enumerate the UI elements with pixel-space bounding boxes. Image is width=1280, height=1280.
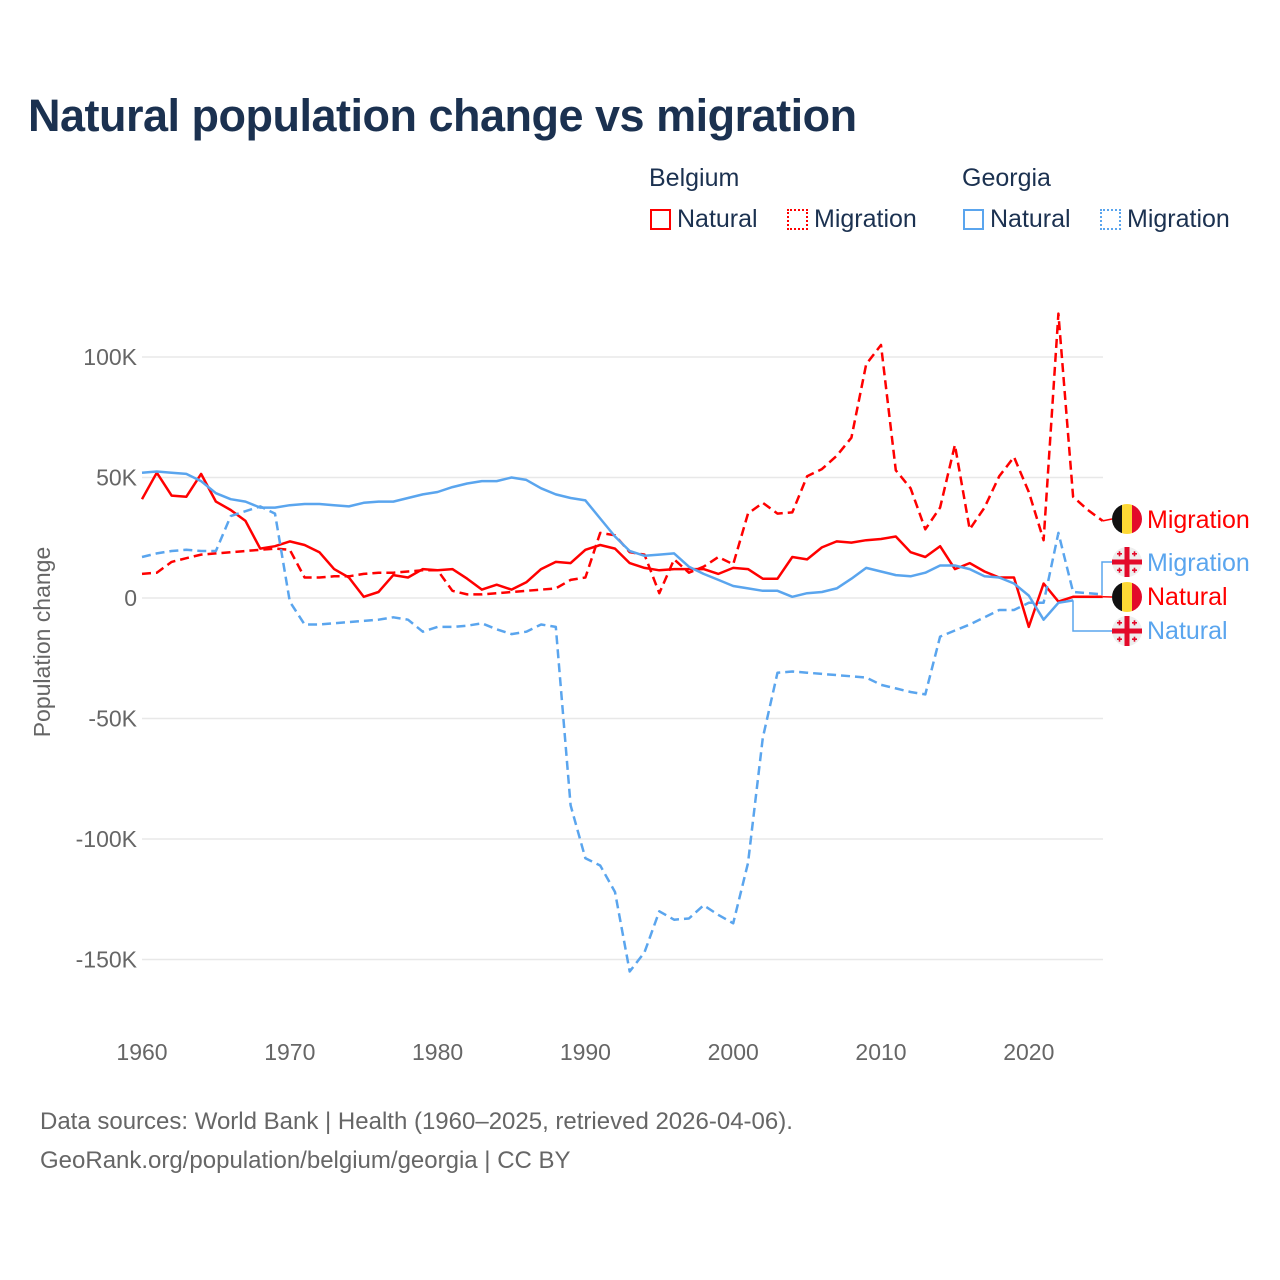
- y-tick-label: -50K: [88, 706, 137, 732]
- x-tick-label: 2010: [855, 1039, 906, 1065]
- y-tick-label: -150K: [76, 947, 138, 973]
- y-tick-label: -100K: [76, 826, 138, 852]
- connector-belgium-migration: [1102, 518, 1113, 522]
- legend-label: Natural: [990, 205, 1071, 233]
- end-label-georgia-migration: Migration: [1147, 549, 1250, 577]
- dotted-line-swatch-icon: [787, 209, 808, 230]
- end-label-belgium-natural: Natural: [1147, 583, 1228, 611]
- solid-line-swatch-icon: [650, 209, 671, 230]
- y-axis-label: Population change: [29, 547, 55, 738]
- y-tick-label: 50K: [96, 465, 138, 491]
- connector-georgia-migration: [1101, 561, 1112, 596]
- footer-attribution[interactable]: GeoRank.org/population/belgium/georgia |…: [40, 1147, 571, 1174]
- x-tick-label: 2000: [708, 1039, 759, 1065]
- legend-group-georgia: Georgia: [962, 164, 1051, 192]
- legend-georgia-natural[interactable]: Natural: [963, 205, 1071, 234]
- legend-label: Natural: [677, 205, 758, 233]
- legend-group-belgium: Belgium: [649, 164, 740, 192]
- series-line-georgia-migration: [141, 505, 1103, 973]
- series-line-georgia-natural: [141, 470, 1074, 621]
- chart-title: Natural population change vs migration: [28, 90, 857, 141]
- connector-georgia-natural: [1072, 599, 1112, 632]
- x-tick-label: 1980: [412, 1039, 463, 1065]
- legend-label: Migration: [1127, 205, 1230, 233]
- flag-belgium-icon: [1112, 504, 1142, 534]
- footer-sources: Data sources: World Bank | Health (1960–…: [40, 1108, 793, 1135]
- end-label-georgia-natural: Natural: [1147, 617, 1228, 645]
- x-tick-label: 1970: [264, 1039, 315, 1065]
- x-tick-label: 1990: [560, 1039, 611, 1065]
- flag-georgia-icon: [1112, 547, 1142, 577]
- solid-line-swatch-icon: [963, 209, 984, 230]
- legend-belgium-migration[interactable]: Migration: [787, 205, 917, 234]
- flag-belgium-icon: [1112, 582, 1142, 612]
- end-label-belgium-migration: Migration: [1147, 506, 1250, 534]
- x-tick-label: 2020: [1003, 1039, 1054, 1065]
- legend-label: Migration: [814, 205, 917, 233]
- flag-georgia-icon: [1112, 616, 1142, 646]
- x-tick-label: 1960: [116, 1039, 167, 1065]
- legend-belgium-natural[interactable]: Natural: [650, 205, 758, 234]
- series-line-belgium-migration: [141, 312, 1104, 596]
- y-tick-label: 100K: [83, 344, 137, 370]
- legend-georgia-migration[interactable]: Migration: [1100, 205, 1230, 234]
- series-line-belgium-natural: [140, 471, 1103, 629]
- y-tick-label: 0: [124, 585, 137, 611]
- dotted-line-swatch-icon: [1100, 209, 1121, 230]
